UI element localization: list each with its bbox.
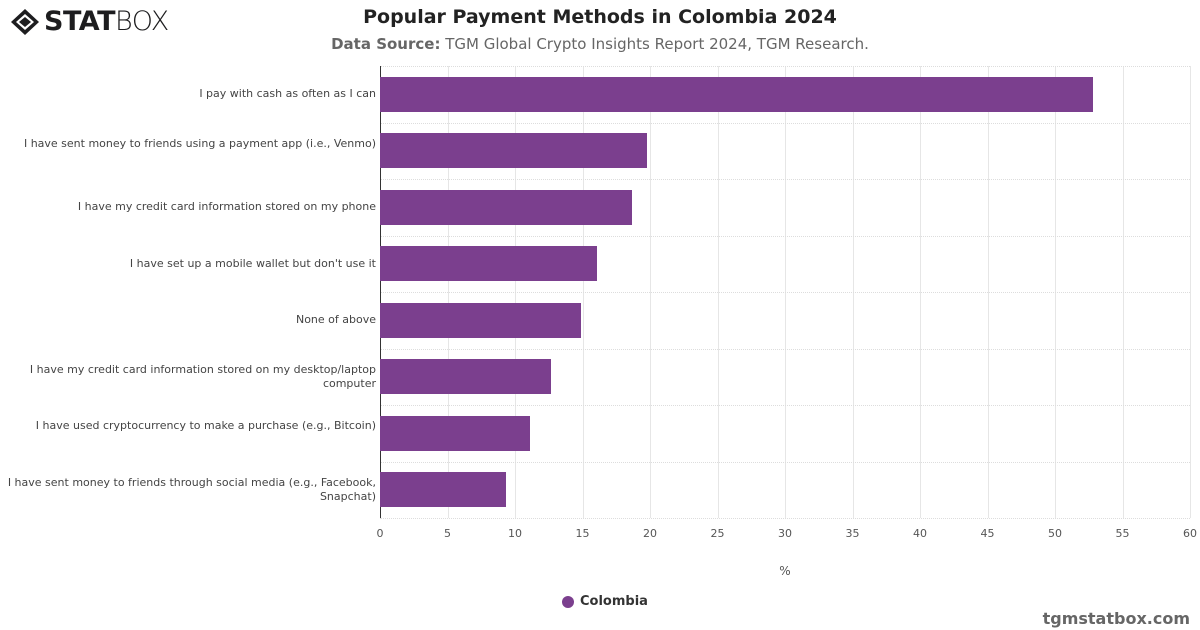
x-tick-label: 40 <box>913 527 927 540</box>
x-tick-label: 30 <box>778 527 792 540</box>
bar[interactable] <box>380 133 648 169</box>
x-tick-label: 50 <box>1048 527 1062 540</box>
legend-item-colombia[interactable]: Colombia <box>562 594 648 609</box>
y-category-label: I pay with cash as often as I can <box>199 87 376 101</box>
bar[interactable] <box>380 76 1093 112</box>
bar[interactable] <box>380 472 506 508</box>
x-tick-label: 45 <box>980 527 995 540</box>
horizontal-gridline <box>380 518 1190 519</box>
y-category-label: I have my credit card information stored… <box>77 200 376 214</box>
x-tick-label: 15 <box>575 527 590 540</box>
plot-area <box>380 66 1191 519</box>
bar[interactable] <box>380 189 633 225</box>
statbox-logo: STATBOX <box>10 8 169 36</box>
watermark: tgmstatbox.com <box>1042 609 1190 628</box>
bar[interactable] <box>380 246 598 282</box>
x-tick-label: 5 <box>444 527 451 540</box>
horizontal-gridline <box>380 292 1190 293</box>
y-category-label: I have set up a mobile wallet but don't … <box>129 256 376 270</box>
horizontal-gridline <box>380 179 1190 180</box>
y-category-label: I have sent money to friends through soc… <box>7 475 376 503</box>
x-tick-label: 0 <box>376 527 384 540</box>
bar[interactable] <box>380 359 552 395</box>
x-axis-title: % <box>779 564 791 578</box>
x-tick-label: 25 <box>710 527 725 540</box>
x-tick-label: 10 <box>508 527 522 540</box>
vertical-gridline <box>1190 66 1191 518</box>
y-category-label: I have my credit card information stored… <box>29 362 376 390</box>
x-tick-label: 35 <box>845 527 860 540</box>
x-tick-label: 60 <box>1183 527 1197 540</box>
bar[interactable] <box>380 302 582 338</box>
legend-label: Colombia <box>580 594 648 609</box>
horizontal-gridline <box>380 405 1190 406</box>
x-tick-label: 20 <box>643 527 657 540</box>
y-axis-line <box>380 66 381 518</box>
legend-dot-icon <box>562 595 574 608</box>
horizontal-gridline <box>380 235 1190 237</box>
x-tick-label: 55 <box>1115 527 1130 540</box>
logo-text: STATBOX <box>44 6 169 37</box>
bar[interactable] <box>380 415 530 451</box>
horizontal-gridline <box>380 122 1190 124</box>
horizontal-gridline <box>380 66 1190 67</box>
horizontal-gridline <box>380 461 1190 463</box>
subtitle-source: TGM Global Crypto Insights Report 2024, … <box>440 35 869 53</box>
horizontal-gridline <box>380 348 1190 350</box>
chart-title: Popular Payment Methods in Colombia 2024 <box>363 6 837 28</box>
y-category-label: None of above <box>295 313 376 327</box>
y-category-label: I have used cryptocurrency to make a pur… <box>35 419 376 433</box>
subtitle-label: Data Source: <box>331 35 441 53</box>
chart-subtitle: Data Source: TGM Global Crypto Insights … <box>0 35 1200 53</box>
diamond-logo-icon <box>11 9 39 35</box>
y-category-label: I have sent money to friends using a pay… <box>23 136 376 150</box>
